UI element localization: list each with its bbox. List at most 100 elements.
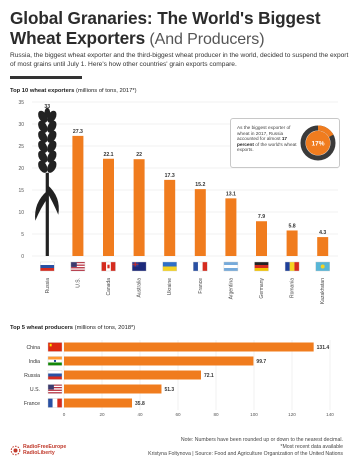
exporters-section-title: Top 10 wheat exporters (millions of tons… [10, 88, 137, 94]
x-category-label: France [198, 278, 204, 294]
bar-ukraine [164, 179, 176, 256]
x-category-label: Kazakhstan [320, 278, 326, 304]
rferl-logo-text: RadioFreeEurope RadioLiberty [23, 444, 66, 457]
producers-title: Top 5 wheat producers [10, 325, 74, 331]
x-tick-label: 0 [63, 412, 66, 417]
title-rule [10, 76, 82, 79]
callout-bold: 17 percent [237, 136, 288, 147]
france-flag-icon [47, 398, 63, 408]
rferl-logo: RadioFreeEurope RadioLiberty [10, 444, 70, 461]
india-flag-icon [47, 356, 63, 366]
usa-flag-icon [70, 261, 86, 272]
bar-value-label: 33 [44, 104, 50, 110]
title-light-part: (And Producers) [145, 31, 265, 48]
y-tick-label: 25 [18, 144, 24, 150]
russia-flag-icon [47, 370, 63, 380]
y-category-label: China [26, 345, 40, 351]
usa-flag-icon [47, 384, 63, 394]
y-tick-label: 35 [18, 100, 24, 106]
bar-china [64, 342, 314, 352]
exporters-chart: 0 5 10 15 20 25 30 35 33 Russia 27.3 U.S. 22.1 Canada… [18, 100, 338, 304]
bar-value-label: 22 [136, 152, 142, 158]
y-category-label: U.S. [30, 387, 40, 393]
note-rounding: Note: Numbers have been rounded up or do… [180, 437, 343, 443]
page-title: Global Granaries: The World's Biggest Wh… [10, 8, 345, 50]
exporters-title: Top 10 wheat exporters [10, 88, 75, 94]
bar-argentina [225, 198, 237, 256]
x-category-label: Romania [290, 278, 296, 298]
x-tick-label: 140 [326, 412, 334, 417]
romania-flag-icon [284, 261, 300, 272]
notes: Note: Numbers have been rounded up or do… [43, 437, 343, 457]
y-category-label: Russia [24, 373, 40, 379]
bar-australia [133, 159, 145, 256]
title-line-1: Global Granaries: The World's Biggest [10, 8, 321, 28]
bar-romania [286, 230, 298, 256]
y-category-label: France [24, 401, 40, 407]
producers-subtitle: (millions of tons, 2018*) [74, 325, 136, 331]
y-tick-label: 10 [18, 210, 24, 216]
x-tick-label: 100 [250, 412, 258, 417]
bar-value-label: 4.3 [319, 230, 326, 236]
ukraine-flag-icon [162, 261, 177, 272]
bar-germany [256, 221, 267, 256]
callout-line-2: of the world's wheat exports. [237, 141, 297, 153]
share-ring: 17% [300, 125, 336, 161]
y-category-label: India [29, 359, 40, 365]
france-flag-icon [193, 261, 208, 272]
bar-value-label: 51.3 [164, 387, 174, 393]
russia-flag-icon [40, 261, 55, 272]
bar-value-label: 7.9 [258, 214, 265, 220]
title-bold-part: Wheat Exporters [10, 28, 146, 48]
bar-value-label: 35.8 [135, 401, 145, 407]
bar-us [64, 384, 162, 394]
y-tick-label: 5 [21, 232, 24, 238]
share-ring-label: 17% [311, 140, 324, 147]
logo-line-2: RadioLiberty [23, 449, 55, 456]
callout-line-1: As the biggest exporter of wheat in 2017… [237, 125, 291, 142]
x-category-label: Ukraine [167, 278, 173, 295]
y-tick-label: 0 [21, 254, 24, 260]
bar-india [64, 356, 254, 366]
bar-canada [103, 158, 114, 256]
y-tick-label: 15 [18, 188, 24, 194]
x-tick-label: 60 [175, 412, 181, 417]
bar-russia-wheat [35, 107, 59, 256]
exporters-subtitle: (millions of tons, 2017*) [75, 88, 137, 94]
bar-value-label: 5.8 [288, 223, 295, 229]
note-data: *Most recent data available [280, 443, 343, 450]
bar-france [194, 189, 206, 256]
x-category-label: Argentina [228, 278, 234, 300]
x-tick-label: 120 [288, 412, 296, 417]
x-tick-label: 40 [137, 412, 143, 417]
australia-flag-icon [131, 261, 147, 272]
bar-value-label: 22.1 [103, 152, 113, 158]
y-tick-label: 30 [18, 122, 24, 128]
callout-text: As the biggest exporter of wheat in 2017… [237, 125, 297, 153]
page-subtitle: Russia, the biggest wheat exporter and t… [10, 52, 349, 68]
bar-value-label: 131.4 [317, 345, 330, 351]
callout-box: As the biggest exporter of wheat in 2017… [230, 118, 340, 168]
x-category-label: Russia [45, 278, 51, 294]
bar-value-label: 15.2 [195, 182, 205, 188]
x-tick-label: 20 [99, 412, 105, 417]
bar-value-label: 27.3 [73, 129, 83, 135]
canada-flag-icon [101, 261, 116, 272]
china-flag-icon [47, 342, 63, 352]
bar-value-label: 17.3 [165, 173, 175, 179]
bar-france [64, 398, 133, 408]
bar-value-label: 99.7 [256, 359, 266, 365]
share-ring-arc [300, 125, 336, 161]
x-category-label: Australia [137, 278, 143, 298]
x-category-label: Germany [259, 278, 265, 299]
bar-value-label: 72.1 [204, 373, 214, 379]
x-category-label: Canada [106, 278, 112, 296]
x-tick-label: 80 [213, 412, 219, 417]
y-tick-label: 20 [18, 166, 24, 172]
bar-kazakhstan [317, 237, 329, 256]
note-source: Kristyna Foltynova | Source: Food and Ag… [148, 450, 343, 457]
producers-chart: 0 20 40 60 80 100 120 140 China 131.4 India 99.7 Rus… [24, 340, 334, 417]
bar-russia [64, 370, 201, 380]
producers-section-title: Top 5 wheat producers (millions of tons,… [10, 325, 135, 331]
